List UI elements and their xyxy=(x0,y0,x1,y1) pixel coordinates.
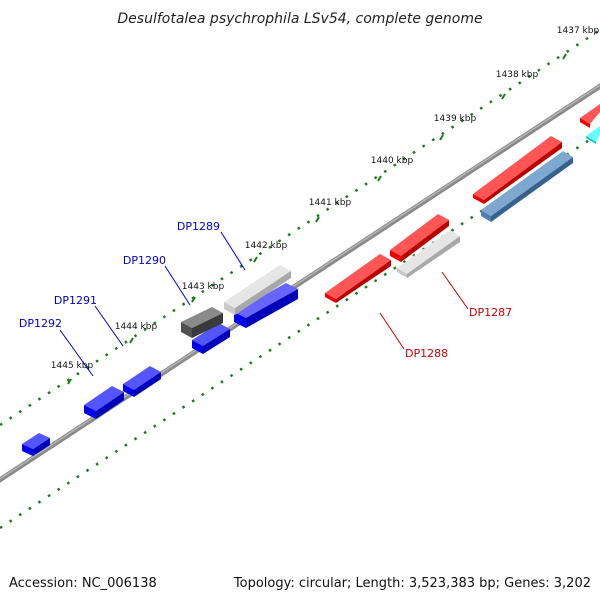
gene-dp1292[interactable] xyxy=(22,433,50,456)
genome-summary-text: Topology: circular; Length: 3,523,383 bp… xyxy=(233,576,591,591)
gene-label-dp1289[interactable]: DP1289 xyxy=(177,220,220,233)
gene-red-edge[interactable] xyxy=(580,104,600,128)
genome-backbone xyxy=(0,83,600,483)
gene-dp1287-red[interactable] xyxy=(390,214,449,262)
gene-dp1289[interactable] xyxy=(234,283,298,328)
leader-lines xyxy=(59,231,469,377)
leader-dp1292 xyxy=(59,329,94,377)
gene-dp1288[interactable] xyxy=(325,254,391,303)
gene-dp1291-a[interactable] xyxy=(84,386,124,419)
gene-dp1290[interactable] xyxy=(192,323,230,354)
map-title: Desulfotalea psychrophila LSv54, complet… xyxy=(117,11,482,27)
gene-cyan-edge[interactable] xyxy=(586,126,600,144)
gene-red-long[interactable] xyxy=(473,136,562,204)
gene-dp1289-gray[interactable] xyxy=(224,265,291,315)
tick-label: 1445 kbp xyxy=(51,361,94,371)
major-tick xyxy=(67,378,72,385)
gene-steelblue[interactable] xyxy=(481,151,573,222)
gene-label-dp1288[interactable]: DP1288 xyxy=(405,347,448,360)
major-ticks-outer xyxy=(67,53,567,385)
tick-label: 1440 kbp xyxy=(371,156,414,166)
tick-label: 1441 kbp xyxy=(309,198,352,208)
major-tick xyxy=(253,256,258,263)
outer-tick-track xyxy=(0,28,600,427)
tick-label: 1438 kbp xyxy=(496,70,539,80)
accession-text: Accession: NC_006138 xyxy=(9,576,157,591)
gene-label-dp1291[interactable]: DP1291 xyxy=(54,294,97,307)
gene-dp1287-gray[interactable] xyxy=(397,230,460,278)
reverse-genes xyxy=(325,104,600,303)
tick-label: 1442 kbp xyxy=(245,241,288,251)
gene-dp1290-dark[interactable] xyxy=(181,307,223,338)
major-tick xyxy=(191,296,196,303)
major-tick xyxy=(562,53,567,60)
leader-dp1287 xyxy=(441,271,469,310)
leader-dp1290 xyxy=(164,265,191,306)
gene-dp1291-b[interactable] xyxy=(123,366,161,397)
major-tick xyxy=(501,93,506,100)
major-tick xyxy=(129,337,134,344)
tick-label: 1437 kbp xyxy=(557,26,600,36)
leader-dp1288 xyxy=(379,312,405,350)
major-tick xyxy=(377,175,382,182)
gene-label-dp1292[interactable]: DP1292 xyxy=(19,317,62,330)
leader-dp1291 xyxy=(94,305,124,347)
gene-label-dp1290[interactable]: DP1290 xyxy=(123,254,166,267)
tick-label: 1443 kbp xyxy=(182,282,225,292)
major-tick xyxy=(439,134,444,141)
tick-label: 1444 kbp xyxy=(115,322,158,332)
tick-label: 1439 kbp xyxy=(434,114,477,124)
gene-label-dp1287[interactable]: DP1287 xyxy=(469,306,512,319)
major-tick xyxy=(315,216,320,223)
leader-dp1289 xyxy=(220,231,246,271)
forward-genes xyxy=(22,265,298,456)
